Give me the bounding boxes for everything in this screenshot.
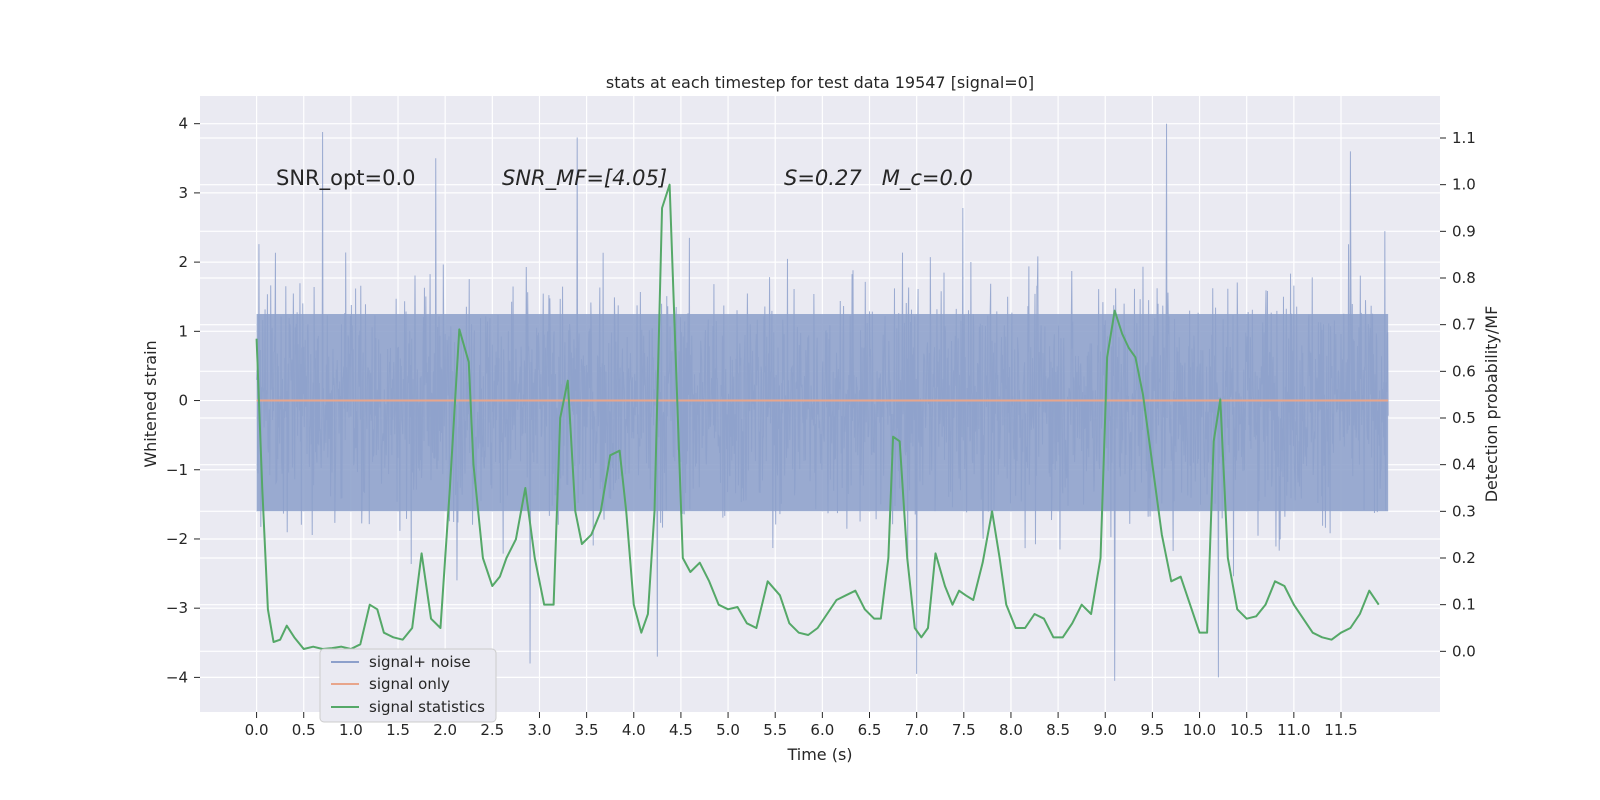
x-tick-label-12: 6.0 xyxy=(810,721,834,739)
x-tick-label-5: 2.5 xyxy=(480,721,504,739)
x-tick-label-20: 10.0 xyxy=(1183,721,1216,739)
y-right-tick-label-4: 0.7 xyxy=(1452,316,1476,334)
y-right-tick-label-6: 0.5 xyxy=(1452,409,1476,427)
x-tick-label-15: 7.5 xyxy=(952,721,976,739)
y-left-tick-label-2: 2 xyxy=(178,253,188,271)
x-tick-label-10: 5.0 xyxy=(716,721,740,739)
noise-core-band xyxy=(256,314,1389,512)
annotation-snr-opt: SNR_opt=0.0 xyxy=(276,166,416,191)
y-right-tick-label-2: 0.9 xyxy=(1452,222,1476,240)
y-right-axis-ticks: 1.1 1.0 0.9 0.8 0.7 0.6 0.5 0.4 0.3 0.2 0.1 0.0 xyxy=(1440,129,1476,660)
x-tick-label-0: 0.0 xyxy=(245,721,269,739)
x-tick-label-17: 8.5 xyxy=(1046,721,1070,739)
y-right-tick-label-8: 0.3 xyxy=(1452,502,1476,520)
y-right-tick-label-5: 0.6 xyxy=(1452,362,1476,380)
x-tick-label-22: 11.0 xyxy=(1277,721,1310,739)
x-tick-label-23: 11.5 xyxy=(1324,721,1357,739)
y-right-tick-label-11: 0.0 xyxy=(1452,642,1476,660)
x-tick-label-8: 4.0 xyxy=(622,721,646,739)
x-tick-label-18: 9.0 xyxy=(1093,721,1117,739)
x-tick-label-21: 10.5 xyxy=(1230,721,1263,739)
legend-box xyxy=(319,648,497,723)
y-left-tick-label-5: −1 xyxy=(166,461,188,479)
y-left-tick-label-0: 4 xyxy=(178,115,188,133)
x-tick-label-16: 8.0 xyxy=(999,721,1023,739)
x-tick-label-11: 5.5 xyxy=(763,721,787,739)
legend: signal+ noise signal only signal statist… xyxy=(319,648,497,723)
y-right-tick-label-0: 1.1 xyxy=(1452,129,1476,147)
series-signal-statistics xyxy=(255,183,1380,650)
series-signal-noise xyxy=(256,123,1389,681)
x-tick-label-2: 1.0 xyxy=(339,721,363,739)
x-axis-ticks: 0.0 0.5 1.0 1.5 2.0 2.5 3.0 3.5 4.0 4.5 5.0 5.5 6.0 6… xyxy=(245,712,1358,739)
legend-label-signal-only: signal only xyxy=(369,675,450,693)
y-left-tick-label-3: 1 xyxy=(178,322,188,340)
x-tick-label-14: 7.0 xyxy=(905,721,929,739)
x-axis-label: Time (s) xyxy=(786,745,852,764)
y-left-tick-label-1: 3 xyxy=(178,184,188,202)
x-tick-label-1: 0.5 xyxy=(292,721,316,739)
y-left-axis-label: Whitened strain xyxy=(141,340,160,467)
x-tick-label-4: 2.0 xyxy=(433,721,457,739)
y-right-tick-label-1: 1.0 xyxy=(1452,176,1476,194)
x-tick-label-6: 3.0 xyxy=(528,721,552,739)
y-right-axis-label: Detection probability/MF xyxy=(1482,306,1501,503)
y-left-tick-label-7: −3 xyxy=(166,599,188,617)
y-right-tick-label-3: 0.8 xyxy=(1452,269,1476,287)
y-left-tick-label-4: 0 xyxy=(178,392,188,410)
annotation-snr-mf: SNR_MF=[4.05] xyxy=(502,166,667,191)
y-left-tick-label-6: −2 xyxy=(166,530,188,548)
x-tick-label-7: 3.5 xyxy=(575,721,599,739)
x-tick-label-9: 4.5 xyxy=(669,721,693,739)
annotation-s-mc: S=0.27 M_c=0.0 xyxy=(784,166,973,191)
y-left-tick-label-8: −4 xyxy=(166,668,188,686)
y-right-tick-label-10: 0.1 xyxy=(1452,596,1476,614)
x-tick-label-3: 1.5 xyxy=(386,721,410,739)
x-tick-label-19: 9.5 xyxy=(1140,721,1164,739)
chart-title: stats at each timestep for test data 195… xyxy=(606,73,1034,92)
x-tick-label-13: 6.5 xyxy=(858,721,882,739)
legend-label-signal-statistics: signal statistics xyxy=(369,698,485,716)
legend-label-signal-noise: signal+ noise xyxy=(369,653,471,671)
y-left-axis-ticks: 4 3 2 1 0 −1 −2 −3 −4 xyxy=(166,115,200,686)
y-right-tick-label-7: 0.4 xyxy=(1452,456,1476,474)
y-right-tick-label-9: 0.2 xyxy=(1452,549,1476,567)
